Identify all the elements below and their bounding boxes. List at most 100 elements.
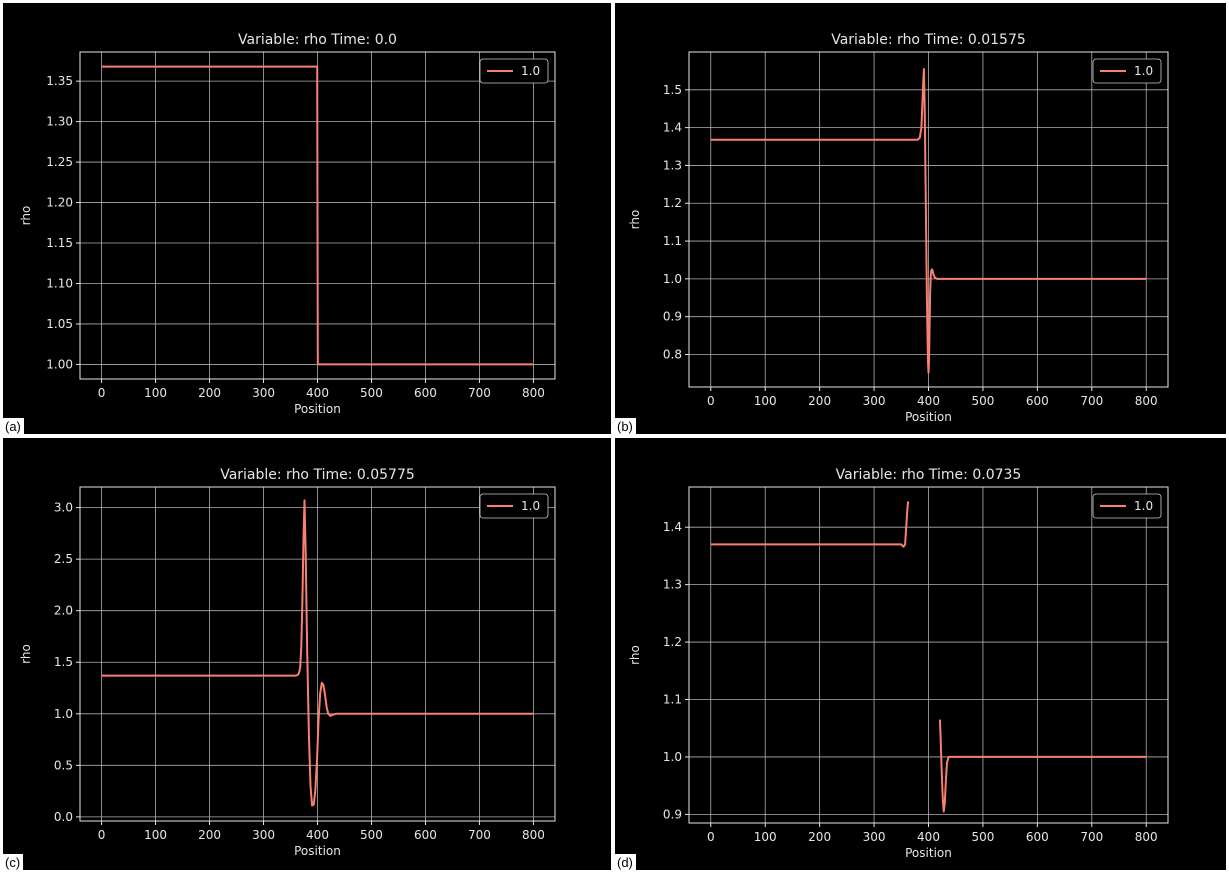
- series-line: [710, 68, 1147, 374]
- x-tick-label: 300: [863, 394, 886, 408]
- x-tick-label: 500: [971, 830, 994, 844]
- x-tick-label: 100: [754, 394, 777, 408]
- y-axis-label: rho: [19, 206, 33, 226]
- y-tick-label: 0.9: [663, 310, 682, 324]
- x-tick-label: 800: [522, 386, 545, 400]
- legend: 1.0: [479, 493, 549, 519]
- panel-label-d: (d): [615, 854, 636, 870]
- x-tick-label: 600: [414, 386, 437, 400]
- x-axis-label: Position: [905, 846, 952, 860]
- y-tick-label: 1.10: [46, 276, 73, 290]
- y-tick-label: 1.25: [46, 155, 73, 169]
- series-line: [938, 719, 1147, 813]
- x-tick-label: 800: [522, 828, 545, 842]
- x-axis-label: Position: [294, 844, 341, 858]
- y-tick-label: 1.4: [663, 520, 682, 534]
- chart-svg-a: 0 100 200 300 400 500 600 700 800 1.00 1.05 1.10 1.1…: [19, 32, 556, 416]
- x-tick-label: 200: [198, 386, 221, 400]
- chart-title: Variable: rho Time: 0.05775: [220, 467, 415, 483]
- x-tick-label: 300: [252, 386, 275, 400]
- grid: [689, 487, 1168, 823]
- x-tick-label: 700: [1080, 830, 1103, 844]
- x-tick-label: 200: [808, 830, 831, 844]
- legend-box: [1092, 493, 1162, 519]
- y-tick-label: 1.00: [46, 357, 73, 371]
- y-tick-label: 1.2: [663, 635, 682, 649]
- chart-title: Variable: rho Time: 0.0: [238, 32, 397, 48]
- panel-label-b: (b): [615, 418, 636, 434]
- x-tick-label: 600: [1026, 394, 1049, 408]
- y-tick-label: 1.2: [663, 196, 682, 210]
- y-axis-label: rho: [628, 645, 642, 665]
- x-tick-label: 100: [144, 828, 167, 842]
- x-tick-label: 600: [1026, 830, 1049, 844]
- y-axis-label: rho: [19, 644, 33, 664]
- x-tick-label: 0: [98, 386, 106, 400]
- grid: [80, 487, 555, 821]
- x-tick-label: 700: [468, 828, 491, 842]
- x-tick-label: 400: [917, 394, 940, 408]
- x-tick-label: 100: [754, 830, 777, 844]
- y-tick-label: 1.35: [46, 74, 73, 88]
- legend-label: 1.0: [1134, 64, 1153, 78]
- series-line: [101, 499, 534, 807]
- y-tick-label: 1.1: [663, 234, 682, 248]
- x-tick-label: 500: [971, 394, 994, 408]
- x-tick-label: 800: [1135, 830, 1158, 844]
- chart-svg-d: 0 100 200 300 400 500 600 700 800 0.9 1.0 1.1 1.2 1.3…: [628, 467, 1169, 860]
- y-axis-label: rho: [628, 210, 642, 230]
- y-tick-label: 1.3: [663, 578, 682, 592]
- y-tick-label: 1.0: [663, 272, 682, 286]
- x-tick-label: 0: [707, 830, 715, 844]
- legend-label: 1.0: [521, 499, 540, 513]
- series-line: [101, 65, 534, 366]
- y-tick-label: 1.5: [663, 83, 682, 97]
- y-tick-label: 1.20: [46, 196, 73, 210]
- x-tick-label: 100: [144, 386, 167, 400]
- x-tick-label: 400: [306, 828, 329, 842]
- y-tick-label: 1.1: [663, 693, 682, 707]
- x-tick-label: 700: [1080, 394, 1103, 408]
- y-tick-label: 1.05: [46, 317, 73, 331]
- chart-panel-a: 0 100 200 300 400 500 600 700 800 1.00 1.05 1.10 1.1…: [3, 3, 611, 434]
- chart-title: Variable: rho Time: 0.01575: [831, 32, 1026, 48]
- y-tick-label: 1.5: [54, 655, 73, 669]
- x-axis-label: Position: [905, 410, 952, 424]
- y-tick-label: 1.30: [46, 115, 73, 129]
- x-tick-label: 500: [360, 386, 383, 400]
- y-tick-label: 3.0: [54, 501, 73, 515]
- y-tick-label: 0.8: [663, 347, 682, 361]
- x-tick-label: 200: [808, 394, 831, 408]
- chart-panel-c: 0 100 200 300 400 500 600 700 800 0.0 0.5 1.0 1.5 2.0…: [3, 438, 611, 870]
- panel-label-c: (c): [3, 854, 24, 870]
- legend: 1.0: [1092, 493, 1162, 519]
- y-tick-label: 1.0: [663, 750, 682, 764]
- x-tick-label: 0: [98, 828, 106, 842]
- x-tick-label: 500: [360, 828, 383, 842]
- series-line: [710, 501, 910, 548]
- chart-title: Variable: rho Time: 0.0735: [836, 467, 1022, 483]
- x-axis-label: Position: [294, 402, 341, 416]
- chart-panel-b: 0 100 200 300 400 500 600 700 800 0.8 0.9 1.0 1.1 1.2…: [615, 3, 1226, 434]
- legend: 1.0: [479, 58, 549, 84]
- grid: [689, 52, 1168, 387]
- y-tick-label: 1.4: [663, 121, 682, 135]
- x-tick-label: 300: [863, 830, 886, 844]
- x-tick-label: 600: [414, 828, 437, 842]
- panel-label-a: (a): [3, 418, 24, 434]
- y-tick-label: 0.5: [54, 758, 73, 772]
- legend-box: [479, 58, 549, 84]
- x-tick-label: 0: [707, 394, 715, 408]
- x-tick-label: 400: [306, 386, 329, 400]
- legend-label: 1.0: [521, 64, 540, 78]
- chart-svg-c: 0 100 200 300 400 500 600 700 800 0.0 0.5 1.0 1.5 2.0…: [19, 467, 556, 858]
- y-tick-label: 0.0: [54, 810, 73, 824]
- legend: 1.0: [1092, 58, 1162, 84]
- y-tick-label: 2.0: [54, 604, 73, 618]
- legend-box: [1092, 58, 1162, 84]
- y-tick-label: 0.9: [663, 807, 682, 821]
- x-tick-label: 800: [1135, 394, 1158, 408]
- chart-panel-d: 0 100 200 300 400 500 600 700 800 0.9 1.0 1.1 1.2 1.3…: [615, 438, 1226, 870]
- chart-svg-b: 0 100 200 300 400 500 600 700 800 0.8 0.9 1.0 1.1 1.2…: [628, 32, 1169, 424]
- x-tick-label: 300: [252, 828, 275, 842]
